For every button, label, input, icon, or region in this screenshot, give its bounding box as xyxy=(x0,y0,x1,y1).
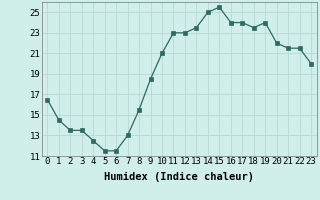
X-axis label: Humidex (Indice chaleur): Humidex (Indice chaleur) xyxy=(104,172,254,182)
